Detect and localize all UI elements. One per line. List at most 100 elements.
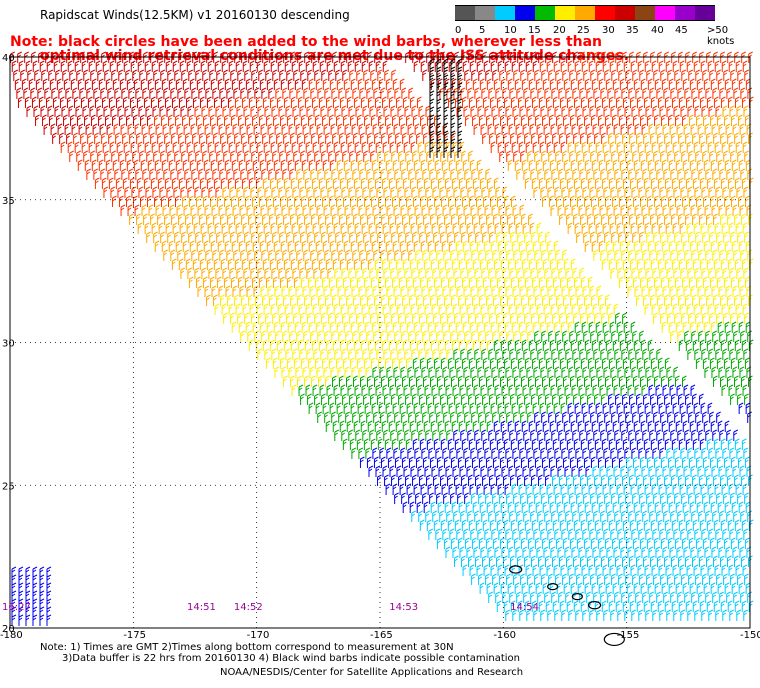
wind-barb [578, 546, 584, 558]
wind-barb [270, 303, 276, 315]
wind-barb [525, 240, 531, 252]
wind-barb [372, 366, 378, 378]
wind-barb [153, 150, 158, 162]
wind-barb [642, 591, 647, 603]
wind-barb [279, 150, 284, 162]
wind-barb [477, 366, 483, 378]
wind-barb [156, 168, 162, 180]
wind-barb [714, 483, 720, 495]
wind-barb [154, 195, 159, 207]
wind-barb [573, 177, 579, 189]
wind-barb [708, 528, 714, 540]
wind-barb [585, 465, 591, 477]
wind-barb [533, 186, 539, 198]
wind-barb [328, 393, 333, 405]
wind-barb [369, 348, 375, 360]
wind-barb [542, 114, 547, 126]
wind-barb [552, 312, 557, 324]
wind-barb [653, 573, 658, 585]
wind-barb [708, 447, 714, 459]
wind-barb [706, 177, 712, 189]
wind-barb [399, 78, 405, 90]
wind-barb [332, 96, 338, 108]
wind-barb [434, 321, 440, 333]
wind-barb [65, 87, 71, 99]
wind-barb [545, 519, 551, 531]
wind-barb [181, 150, 186, 162]
wind-barb [514, 420, 520, 432]
wind-barb [457, 249, 463, 261]
wind-barb [587, 132, 592, 144]
wind-barb [402, 294, 407, 306]
latitude-label: 35 [2, 196, 15, 207]
wind-barb [363, 69, 369, 81]
wind-barb [364, 114, 369, 126]
wind-barb [719, 87, 725, 99]
wind-barb [680, 447, 686, 459]
wind-barb [535, 294, 540, 306]
wind-barb [395, 132, 400, 144]
wind-barb [593, 168, 599, 180]
wind-barb [661, 582, 667, 594]
wind-barb [734, 177, 740, 189]
wind-barb [424, 222, 430, 234]
wind-barb [697, 546, 703, 558]
wind-barb [629, 555, 634, 567]
wind-barb [164, 96, 170, 108]
wind-barb [390, 348, 396, 360]
wind-barb [709, 492, 714, 504]
wind-barb [451, 294, 456, 306]
wind-barb [206, 132, 211, 144]
wind-barb [646, 276, 652, 288]
wind-barb [524, 312, 529, 324]
wind-barb [716, 69, 722, 81]
wind-barb [430, 177, 436, 189]
wind-barb [723, 231, 728, 243]
wind-barb [459, 384, 465, 396]
wind-barb [574, 141, 580, 153]
wind-barb [322, 195, 327, 207]
wind-barb [644, 141, 650, 153]
wind-barb [429, 330, 434, 342]
wind-barb [671, 177, 677, 189]
wind-barb [535, 582, 541, 594]
wind-barb [522, 465, 528, 477]
wind-barb [351, 285, 357, 297]
wind-barb [670, 330, 675, 342]
wind-barb [560, 402, 566, 414]
wind-barb [382, 303, 388, 315]
wind-barb [699, 258, 705, 270]
wind-barb [367, 375, 372, 387]
wind-barb [610, 447, 616, 459]
wind-barb [633, 240, 639, 252]
wind-barb [673, 186, 679, 198]
wind-barb [438, 141, 444, 153]
wind-barb [623, 321, 629, 333]
wind-barb [647, 375, 652, 387]
wind-barb [520, 573, 525, 585]
wind-barb [298, 222, 304, 234]
wind-barb [694, 105, 700, 117]
wind-barb [251, 150, 256, 162]
wind-barb [587, 177, 593, 189]
wind-barb [538, 231, 543, 243]
wind-barb [729, 267, 735, 279]
wind-barb [645, 267, 651, 279]
wind-barb [633, 159, 639, 171]
wind-barb [585, 546, 591, 558]
wind-barb [317, 87, 323, 99]
wind-barb [172, 141, 178, 153]
wind-barb [465, 114, 470, 126]
wind-barb [366, 330, 371, 342]
wind-barb [538, 276, 544, 288]
wind-barb [531, 312, 536, 324]
wind-barb [699, 600, 705, 612]
wind-barb [523, 429, 529, 441]
wind-barb [639, 231, 644, 243]
wind-barb [255, 213, 260, 225]
wind-barb [727, 519, 733, 531]
wind-barb [421, 366, 427, 378]
wind-barb [496, 474, 501, 486]
wind-barb [460, 429, 466, 441]
wind-barb [416, 294, 421, 306]
